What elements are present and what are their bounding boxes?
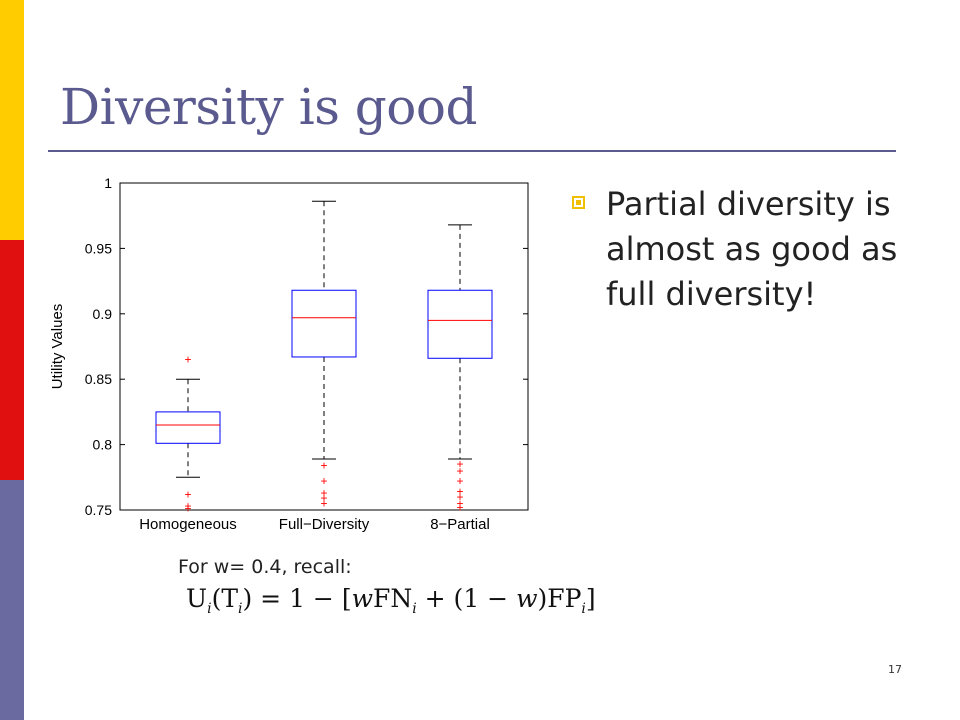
box-iqr [291, 289, 357, 358]
recall-note: For w= 0.4, recall: [178, 556, 352, 578]
utility-formula: Ui(Ti) = 1 − [wFNi + (1 − w)FPi] [186, 584, 596, 617]
outlier-point: + [456, 457, 463, 471]
y-tick-label: 0.75 [85, 502, 112, 518]
outlier-point: + [320, 486, 327, 500]
y-tick-label: 0.95 [85, 240, 112, 256]
bullet-point: Partial diversity is almost as good as f… [572, 182, 902, 317]
outlier-point: + [320, 459, 327, 473]
formula-sub-i-3: i [412, 601, 417, 617]
formula-mid2: ) [537, 584, 548, 613]
outlier-point: + [320, 491, 327, 505]
square-bullet-icon [572, 196, 585, 209]
outlier-point: + [456, 496, 463, 510]
outlier-point: + [184, 353, 191, 367]
formula-w-2: w [516, 584, 538, 613]
outlier-point: + [456, 464, 463, 478]
formula-w: w [351, 584, 373, 613]
outlier-point: + [320, 474, 327, 488]
x-category-label: Homogeneous [139, 516, 237, 533]
outlier-point: + [456, 500, 463, 514]
outlier-point: + [184, 487, 191, 501]
formula-end: ] [585, 584, 596, 613]
formula-sub-i-2: i [238, 601, 243, 617]
slide-title: Diversity is good [60, 78, 477, 136]
outlier-point: + [184, 499, 191, 513]
formula-arg: (T [211, 584, 238, 613]
formula-sub-i-4: i [581, 601, 586, 617]
y-tick-label: 1 [104, 175, 112, 191]
title-divider [48, 150, 896, 152]
formula-sub-i: i [207, 601, 212, 617]
x-category-label: 8−Partial [430, 516, 490, 533]
formula-U: U [186, 584, 208, 613]
outlier-point: + [456, 490, 463, 504]
accent-band-red [0, 240, 24, 480]
outlier-point: + [184, 502, 191, 516]
bullet-text: Partial diversity is almost as good as f… [606, 185, 898, 313]
outlier-point: + [320, 496, 327, 510]
y-tick-label: 0.9 [93, 306, 113, 322]
y-axis-label: Utility Values [49, 304, 66, 390]
box-iqr [155, 411, 221, 444]
formula-fp: FP [547, 584, 582, 613]
formula-eq: ) = 1 − [ [242, 584, 352, 613]
outlier-point: + [456, 485, 463, 499]
outlier-point: + [456, 474, 463, 488]
accent-band-yellow [0, 0, 24, 240]
accent-band-blue [0, 480, 24, 720]
y-tick-label: 0.8 [93, 437, 113, 453]
x-category-label: Full−Diversity [279, 516, 370, 533]
y-tick-label: 0.85 [85, 371, 112, 387]
page-number: 17 [888, 663, 902, 676]
formula-fn: FN [373, 584, 413, 613]
formula-mid: + (1 − [416, 584, 517, 613]
box-iqr [427, 289, 493, 359]
